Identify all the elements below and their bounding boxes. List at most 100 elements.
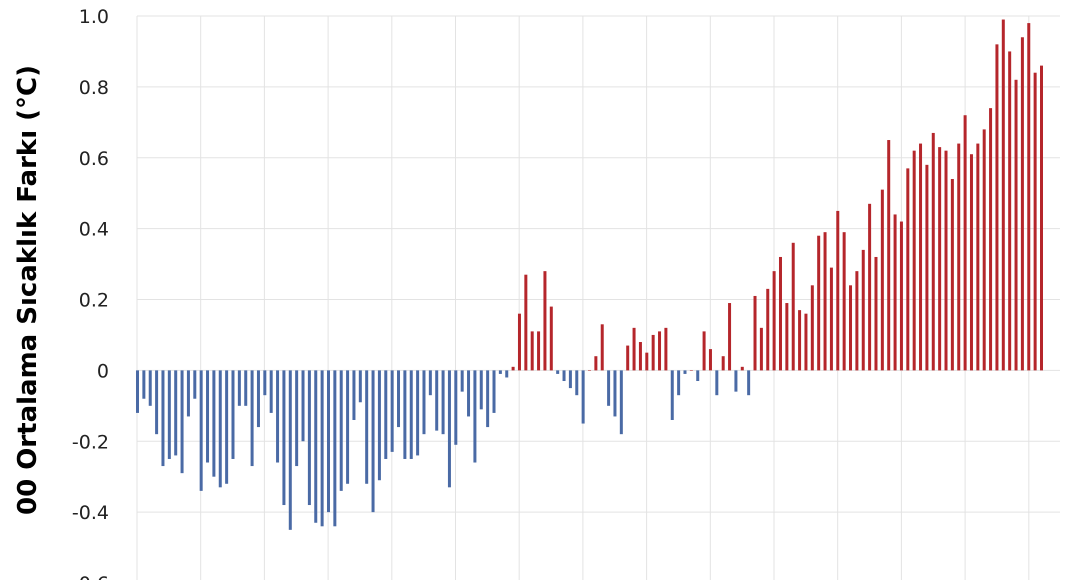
bar [460, 370, 464, 392]
bar [645, 352, 649, 371]
bar [868, 203, 872, 371]
bar [632, 327, 636, 371]
bar [199, 370, 203, 491]
y-axis-tick-labels: 1.0 0.8 0.6 0.4 0.2 0 -0.2 -0.4 -0.6 [72, 6, 109, 580]
bar [849, 285, 853, 371]
bar [492, 370, 496, 413]
bar [562, 370, 566, 382]
bar [416, 370, 420, 456]
bar [167, 370, 171, 459]
bar [619, 370, 623, 435]
bar [441, 370, 445, 435]
bar [708, 349, 712, 371]
bar [874, 256, 878, 371]
bar [148, 370, 152, 406]
bar [778, 256, 782, 371]
bar [295, 370, 299, 467]
bar [549, 306, 553, 371]
bar [505, 370, 509, 378]
bar [702, 331, 706, 371]
bar [537, 331, 541, 371]
bar [371, 370, 375, 513]
bar [136, 370, 139, 413]
bar [384, 370, 388, 459]
bar [950, 179, 954, 371]
bar [269, 370, 273, 413]
bar [422, 370, 426, 435]
bar [326, 370, 330, 513]
bar [588, 370, 591, 371]
bar [1033, 72, 1037, 371]
bar [810, 285, 814, 371]
bar [358, 370, 362, 403]
y-tick-label: 0.8 [79, 77, 109, 99]
bar [390, 370, 394, 452]
bar [766, 288, 770, 371]
bar [976, 143, 980, 371]
bar [728, 303, 732, 371]
bar [403, 370, 407, 459]
bar [658, 331, 662, 371]
bar [938, 147, 942, 371]
bar [467, 370, 471, 417]
bar [919, 143, 923, 371]
bar [791, 242, 795, 371]
bar [276, 370, 280, 463]
bar [969, 154, 973, 371]
bar [607, 370, 611, 406]
bar [581, 370, 585, 424]
bar [180, 370, 184, 474]
bar [206, 370, 210, 463]
bar [301, 370, 305, 442]
bar [1020, 37, 1024, 371]
bar [995, 44, 999, 371]
bar [161, 370, 165, 467]
bar [600, 324, 604, 371]
bar [1040, 65, 1043, 371]
bar [237, 370, 241, 406]
bar [683, 370, 687, 374]
bar [524, 274, 528, 371]
bar [989, 108, 993, 371]
bar [568, 370, 572, 389]
bar [689, 370, 693, 371]
bar [212, 370, 216, 477]
bar [1027, 23, 1031, 371]
bar [530, 331, 534, 371]
bar [256, 370, 260, 428]
bar [250, 370, 254, 467]
bar [829, 267, 833, 371]
y-tick-label: 0.4 [79, 219, 109, 241]
y-tick-label: -0.2 [72, 431, 109, 453]
bar [880, 189, 884, 371]
bar [428, 370, 432, 396]
bar [887, 140, 891, 371]
bar [365, 370, 369, 484]
bar [498, 370, 502, 374]
bar [263, 370, 267, 396]
bar [817, 235, 821, 371]
bar [721, 356, 725, 371]
bar [925, 164, 929, 371]
bar [823, 232, 827, 371]
bar [836, 210, 840, 371]
bar [409, 370, 413, 459]
bar [1014, 79, 1018, 371]
bar [677, 370, 681, 396]
bar [231, 370, 235, 459]
bar [664, 327, 668, 371]
bar [397, 370, 401, 428]
y-tick-label: 0.6 [79, 148, 109, 170]
bar [715, 370, 719, 396]
bar [282, 370, 286, 506]
bar [517, 313, 521, 371]
bar [225, 370, 229, 484]
bar [798, 310, 802, 371]
bar [320, 370, 324, 527]
vertical-gridlines [136, 16, 1030, 580]
y-axis-label-clip: 00 Ortalama Sıcaklık Farkı (°C) [0, 0, 60, 580]
bar [454, 370, 458, 445]
bar [906, 168, 910, 371]
